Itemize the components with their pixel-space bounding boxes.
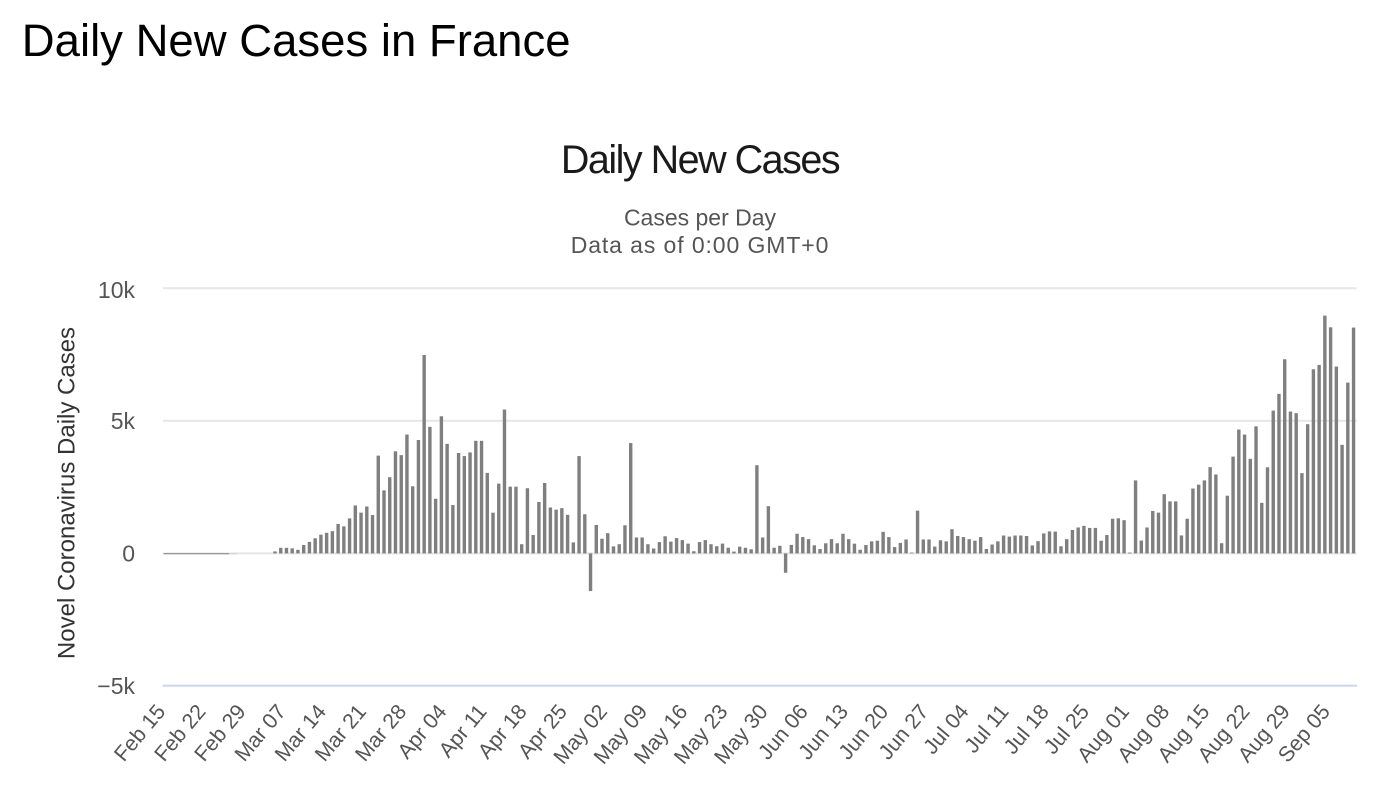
- svg-text:0: 0: [122, 540, 135, 566]
- svg-text:Data as of 0:00 GMT+0: Data as of 0:00 GMT+0: [571, 232, 830, 258]
- svg-text:Daily New Cases: Daily New Cases: [561, 138, 840, 182]
- svg-text:Daily New Cases in France: Daily New Cases in France: [22, 15, 571, 66]
- svg-text:Cases per Day: Cases per Day: [624, 204, 777, 230]
- svg-text:5k: 5k: [111, 408, 136, 434]
- svg-text:Novel Coronavirus Daily Cases: Novel Coronavirus Daily Cases: [54, 327, 81, 659]
- svg-text:−5k: −5k: [97, 673, 135, 699]
- svg-text:10k: 10k: [98, 277, 136, 303]
